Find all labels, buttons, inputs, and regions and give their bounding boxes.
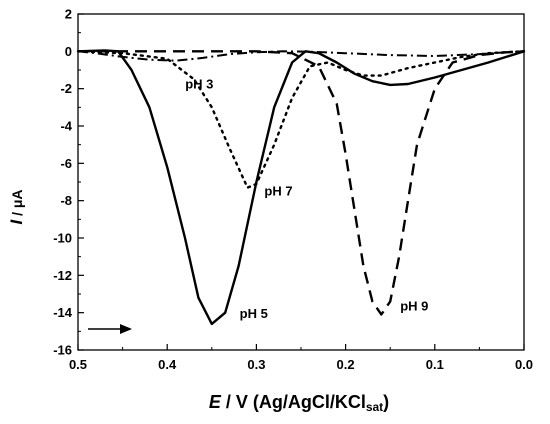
y-tick-label: 2 (65, 7, 72, 22)
series-lines (76, 49, 526, 326)
series-line-ph-7 (76, 50, 526, 189)
series-annotations: pH 3 pH 5 pH 7 pH 9 (185, 77, 428, 321)
annotation-ph-3: pH 3 (185, 77, 213, 92)
annotation-ph-9: pH 9 (400, 299, 428, 314)
series-line-ph-3 (77, 50, 525, 62)
x-axis-unit: / V (Ag/AgCl/KCl (221, 392, 366, 412)
x-axis-subscript: sat (366, 400, 383, 414)
y-axis-title: I / μA (7, 189, 26, 224)
y-tick-label: -10 (53, 231, 72, 246)
y-tick-label: -4 (60, 119, 72, 134)
axis-ticks (77, 13, 525, 351)
y-tick-label: -2 (60, 81, 72, 96)
y-axis-symbol: I (7, 219, 26, 225)
y-tick-label: -14 (53, 305, 73, 320)
y-tick-label: 0 (65, 44, 72, 59)
annotation-ph-7: pH 7 (264, 184, 292, 199)
plot-frame (77, 13, 525, 351)
y-tick-label: -6 (60, 156, 72, 171)
x-tick-label: 0.5 (69, 357, 87, 372)
annotation-ph-5: pH 5 (240, 306, 268, 321)
x-tick-label: 0.0 (515, 357, 533, 372)
scan-direction-arrow (88, 324, 132, 334)
y-tick-label: -12 (53, 268, 72, 283)
x-tick-label: 0.2 (337, 357, 355, 372)
x-tick-label: 0.4 (158, 357, 177, 372)
series-line-ph-5 (77, 49, 525, 326)
y-tick-label: -8 (60, 193, 72, 208)
axis-frame (77, 13, 525, 351)
series-line-ph-9 (78, 50, 525, 316)
x-tick-label: 0.3 (247, 357, 265, 372)
y-axis-unit: / μA (9, 189, 25, 219)
axis-tick-labels: 0.5 0.4 0.3 0.2 0.1 0.0 2 0 -2 -4 -6 -8 -10 -12 -14 -16 (53, 7, 533, 373)
x-axis-symbol: E (209, 392, 222, 412)
y-tick-label: -16 (53, 343, 72, 358)
x-tick-label: 0.1 (426, 357, 444, 372)
x-axis-close: ) (383, 392, 389, 412)
x-axis-title: E / V (Ag/AgCl/KClsat) (209, 392, 389, 414)
